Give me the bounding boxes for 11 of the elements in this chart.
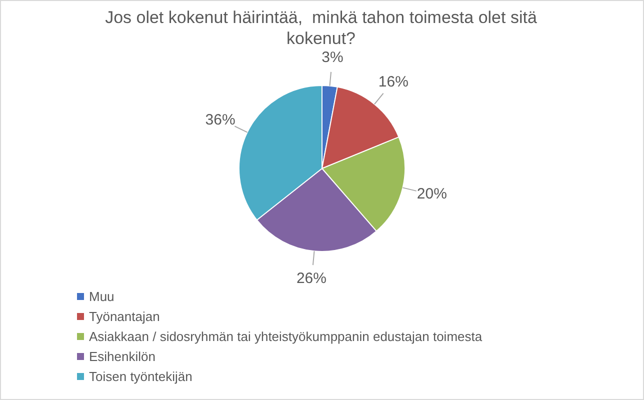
legend-label: Työnantajan xyxy=(89,308,160,324)
data-label: 3% xyxy=(322,49,344,66)
legend-label: Asiakkaan / sidosryhmän tai yhteistyökumppanin edustajan toimesta xyxy=(89,328,482,344)
chart-title: Jos olet kokenut häirintää, minkä tahon toimesta olet sitä kokenut? xyxy=(104,7,538,49)
data-label: 20% xyxy=(416,185,447,202)
legend-label: Esihenkilön xyxy=(89,348,156,364)
data-label: 26% xyxy=(296,270,326,288)
legend-label: Muu xyxy=(89,288,114,304)
data-label: 16% xyxy=(378,74,408,91)
data-label: 36% xyxy=(205,111,236,128)
legend-label: Toisen työntekijän xyxy=(89,368,192,384)
